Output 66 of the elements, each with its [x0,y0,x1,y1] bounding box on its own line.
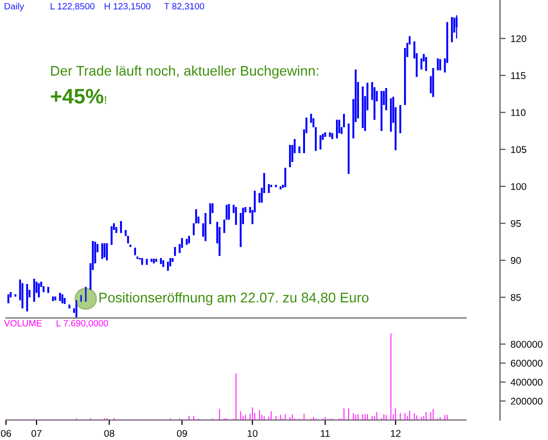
y-tick-label: 115 [511,72,526,80]
x-tick-label: 12 [390,430,401,437]
annotation: L 122,8500 [50,3,94,10]
annotation: ! [105,96,106,104]
candlestick [324,132,326,138]
candlestick [33,278,36,302]
candlestick [160,258,162,265]
candlestick [195,208,198,224]
candlestick [21,282,24,309]
candlestick [425,56,428,72]
annotation: VOLUME [4,320,42,326]
candlestick [75,300,78,318]
x-tick-label: 08 [104,430,114,437]
candlestick [26,283,28,312]
y-tick-label: 120 [511,35,526,42]
y-tick-label: 90 [510,257,521,264]
y-tick-label: 200000 [510,398,542,405]
annotation: Positionseröffnung am 22.07. zu 84,80 Euro [99,292,368,306]
candlestick [439,58,442,71]
candlestick [110,226,113,246]
y-tick-label: 800000 [510,340,542,348]
annotation: Daily [4,2,24,12]
candlestick [124,229,127,236]
x-tick-label: 11 [320,430,330,437]
candlestick [280,186,282,190]
y-tick-label: 95 [510,220,521,227]
x-tick-label: 10 [248,430,258,437]
candlestick [64,297,66,305]
candlestick [150,258,152,262]
candlestick [336,119,338,139]
candlestick [172,258,174,262]
candlestick [68,304,70,309]
candlestick [136,256,138,260]
x-tick-label: 06 [0,430,11,437]
y-tick-label: 110 [511,109,526,116]
annotation: T 82,3100 [164,3,204,10]
candlestick [390,98,392,132]
y-tick-label: 600000 [510,360,542,367]
candlestick [141,258,144,266]
candlestick [432,67,434,98]
candlestick [348,122,350,174]
candlestick [209,202,212,225]
candlestick [226,204,228,220]
candlestick [115,226,118,234]
candlestick [436,58,439,71]
candlestick [310,113,312,124]
candlestick [104,242,106,258]
candlestick [152,258,155,264]
y-tick-label: 100 [511,183,526,190]
y-tick-label: 85 [510,294,521,301]
annotation: Der Trade läuft noch, aktueller Buchgewinn: [51,66,318,78]
y-tick-label: 400000 [510,378,542,386]
x-tick-label: 07 [31,430,42,437]
candlestick [134,247,136,256]
candlestick [450,16,453,43]
candlestick [328,132,331,138]
candlestick [268,184,270,194]
y-tick-label: 105 [511,146,526,154]
candlestick [106,242,108,261]
annotation: H 123,1500 [104,3,150,10]
x-tick-label: 09 [176,430,187,437]
candlestick [420,58,422,70]
annotation: L 7.690,0000 [56,320,108,328]
candlestick [38,282,40,298]
annotation: +45% [50,88,104,104]
candlestick [146,258,148,266]
